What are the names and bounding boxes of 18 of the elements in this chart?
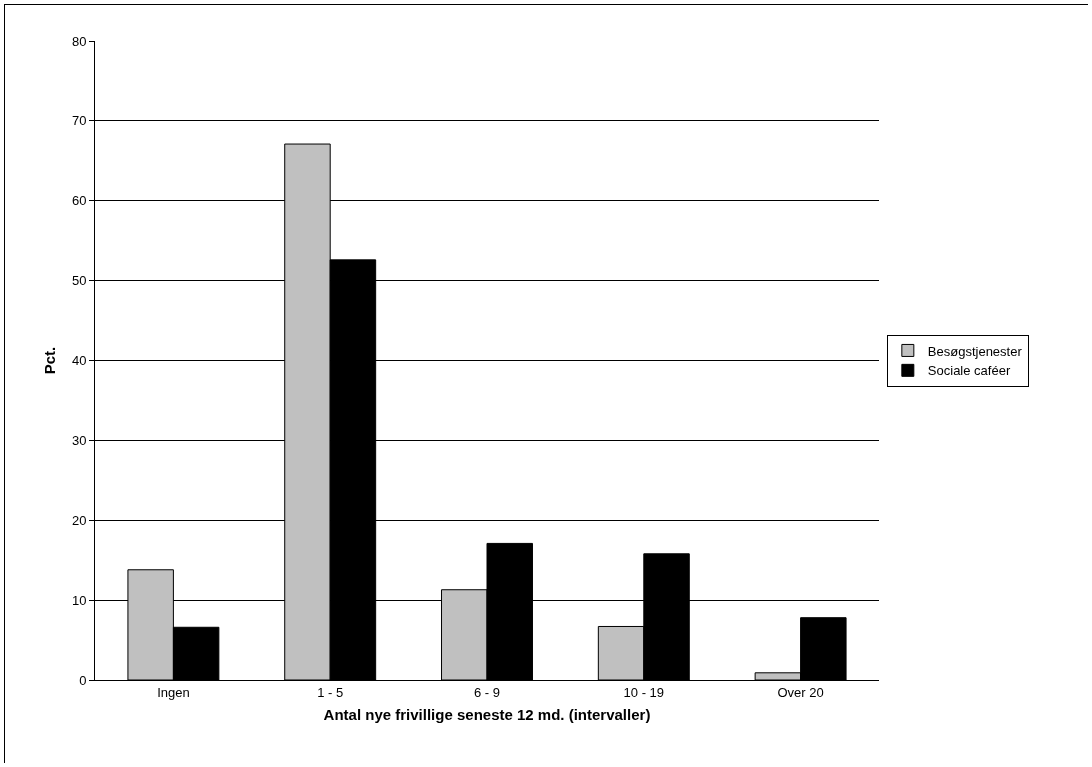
y-tick-label: 10 [71, 592, 87, 608]
y-tick-label: 80 [71, 33, 87, 49]
y-tick-label: 20 [71, 512, 87, 528]
x-tick-label: Ingen [157, 684, 190, 700]
y-tick-label: 50 [71, 273, 87, 289]
legend-label: Sociale caféer [927, 363, 1011, 379]
y-tick-label: 60 [71, 193, 87, 209]
y-tick-label: 30 [71, 432, 87, 448]
x-tick-label: Over 20 [777, 684, 824, 700]
y-tick-label: 0 [79, 672, 87, 688]
x-tick-label: 6 - 9 [473, 684, 501, 700]
legend-label: Besøgstjenester [927, 343, 1023, 359]
y-tick-label: 40 [71, 353, 87, 369]
y-axis-title: Pct. [41, 346, 59, 375]
x-axis-title: Antal nye frivillige seneste 12 md. (intervaller) [323, 705, 651, 723]
x-tick-label: 10 - 19 [623, 684, 665, 700]
y-tick-label: 70 [71, 113, 87, 129]
x-tick-label: 1 - 5 [317, 684, 344, 700]
